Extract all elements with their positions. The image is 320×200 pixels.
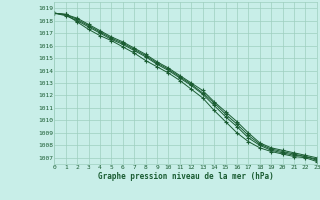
X-axis label: Graphe pression niveau de la mer (hPa): Graphe pression niveau de la mer (hPa) [98,172,274,181]
